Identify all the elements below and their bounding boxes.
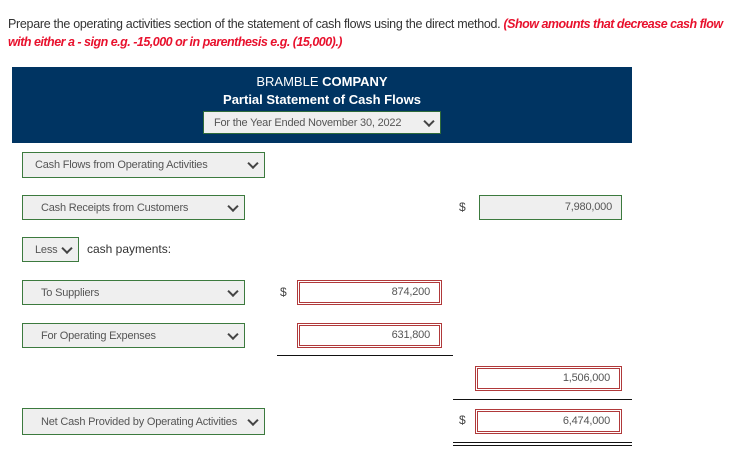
net-cash-select-value: Net Cash Provided by Operating Activitie… (41, 415, 238, 428)
receipts-amount-input[interactable]: 7,980,000 (479, 195, 622, 220)
instructions-text: Prepare the operating activities section… (8, 17, 501, 31)
section-select-value: Cash Flows from Operating Activities (35, 159, 208, 171)
suppliers-currency: $ (280, 285, 287, 299)
company-name-bold: COMPANY (322, 74, 388, 89)
cash-payments-label: cash payments: (87, 242, 172, 256)
operating-expenses-select-value: For Operating Expenses (41, 329, 156, 342)
suppliers-amount-input[interactable]: 874,200 (297, 280, 442, 305)
chevron-down-icon (227, 285, 239, 297)
suppliers-select-value: To Suppliers (41, 286, 100, 299)
statement-title: Partial Statement of Cash Flows (223, 92, 421, 107)
double-rule-bottom (453, 445, 632, 446)
operating-expenses-amount-input[interactable]: 631,800 (297, 323, 442, 348)
receipts-currency: $ (459, 200, 466, 214)
chevron-down-icon (423, 115, 435, 127)
double-rule-top (453, 442, 632, 443)
period-select[interactable]: For the Year Ended November 30, 2022 (203, 111, 441, 134)
total-rule (453, 399, 632, 400)
net-cash-currency: $ (459, 413, 466, 427)
chevron-down-icon (227, 200, 239, 212)
less-select[interactable]: Less (22, 237, 79, 262)
company-name-prefix: BRAMBLE (256, 74, 323, 89)
net-cash-select[interactable]: Net Cash Provided by Operating Activitie… (22, 408, 265, 435)
section-select[interactable]: Cash Flows from Operating Activities (22, 152, 265, 178)
net-cash-amount-input[interactable]: 6,474,000 (475, 409, 622, 434)
company-name: BRAMBLE COMPANY (12, 74, 632, 90)
period-select-value: For the Year Ended November 30, 2022 (214, 116, 402, 129)
less-select-value: Less (35, 243, 58, 256)
suppliers-select[interactable]: To Suppliers (22, 280, 245, 305)
receipts-select-value: Cash Receipts from Customers (41, 201, 189, 214)
total-payments-amount-input[interactable]: 1,506,000 (475, 366, 622, 391)
chevron-down-icon (61, 242, 73, 254)
instructions-emphasis: (Show amounts that decrease cash flow wi… (8, 17, 723, 49)
instructions: Prepare the operating activities section… (8, 15, 746, 51)
receipts-select[interactable]: Cash Receipts from Customers (22, 195, 245, 220)
chevron-down-icon (247, 157, 259, 170)
chevron-down-icon (247, 414, 259, 426)
subtotal-rule (277, 355, 453, 356)
chevron-down-icon (227, 328, 239, 340)
operating-expenses-select[interactable]: For Operating Expenses (22, 323, 245, 348)
